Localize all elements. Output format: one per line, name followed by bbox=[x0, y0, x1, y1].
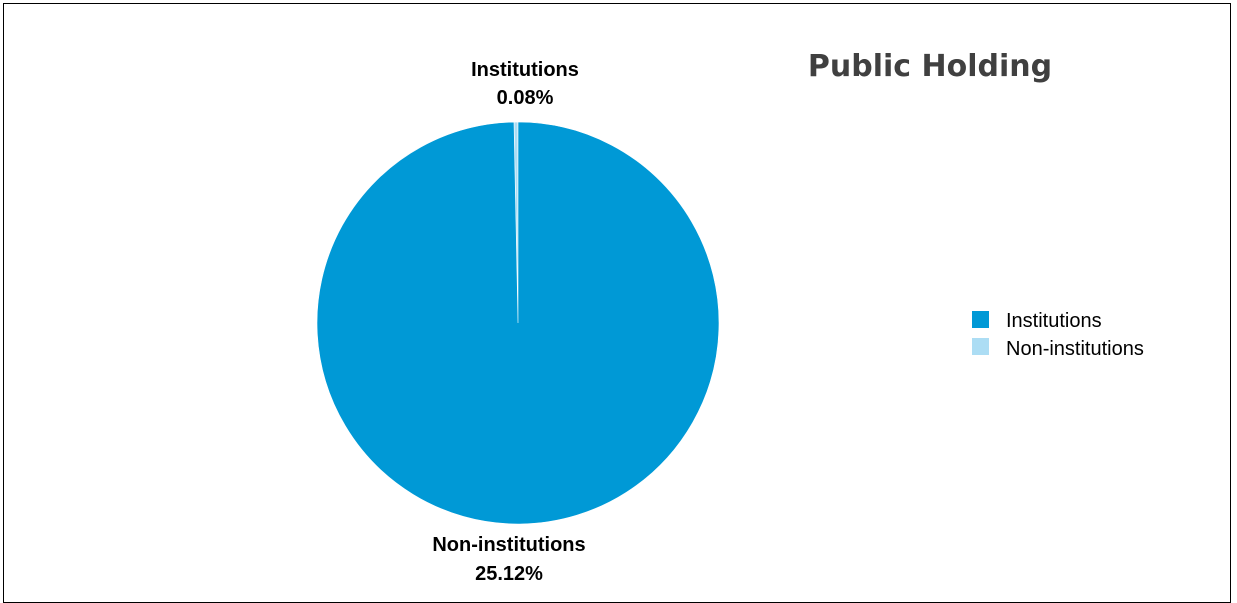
pie-slices bbox=[316, 121, 720, 525]
chart-title: Public Holding bbox=[808, 49, 1052, 84]
legend-label-institutions: Institutions bbox=[1006, 310, 1102, 332]
legend: Institutions Non-institutions bbox=[972, 310, 1144, 360]
data-label-non-institutions-value: 25.12% bbox=[475, 563, 543, 585]
data-label-institutions-value: 0.08% bbox=[497, 87, 554, 109]
data-label-non-institutions-name: Non-institutions bbox=[432, 534, 585, 556]
data-label-institutions-name: Institutions bbox=[471, 59, 579, 81]
pie-slice-non-institutions bbox=[316, 121, 720, 525]
legend-swatch-non-institutions bbox=[972, 338, 989, 355]
legend-swatch-institutions bbox=[972, 311, 989, 328]
legend-label-non-institutions: Non-institutions bbox=[1006, 338, 1144, 360]
